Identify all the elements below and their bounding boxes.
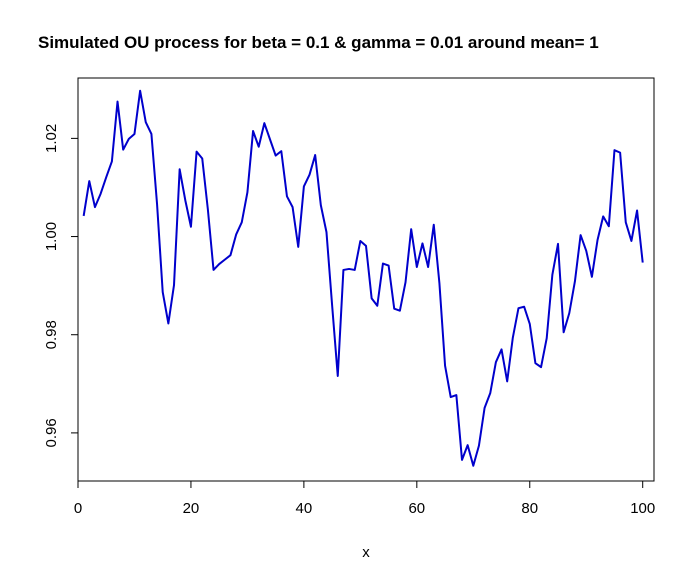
x-tick-label: 80 bbox=[521, 500, 538, 517]
x-tick-label: 40 bbox=[296, 500, 313, 517]
y-tick-label: 0.98 bbox=[43, 320, 60, 349]
x-tick-label: 60 bbox=[408, 500, 425, 517]
chart-title: Simulated OU process for beta = 0.1 & ga… bbox=[38, 33, 599, 52]
x-axis-label: x bbox=[362, 544, 370, 561]
plot-frame bbox=[77, 77, 655, 482]
y-axis: 0.96 0.98 1.00 1.02 bbox=[43, 124, 79, 447]
y-tick-label: 1.02 bbox=[43, 124, 60, 153]
series-line bbox=[82, 89, 644, 467]
y-tick-label: 1.00 bbox=[43, 222, 60, 251]
x-tick-label: 0 bbox=[74, 500, 82, 517]
y-tick-label: 0.96 bbox=[43, 418, 60, 447]
x-axis: 0 20 40 60 80 100 bbox=[74, 480, 655, 517]
x-tick-label: 20 bbox=[183, 500, 200, 517]
x-tick-label: 100 bbox=[630, 500, 655, 517]
